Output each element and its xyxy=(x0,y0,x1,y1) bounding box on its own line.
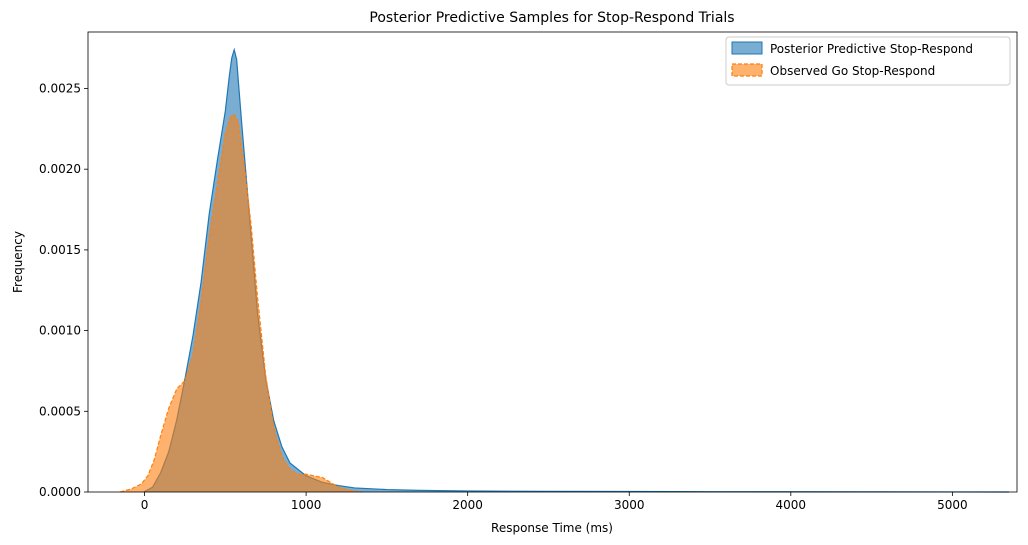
chart-title: Posterior Predictive Samples for Stop-Re… xyxy=(369,10,734,26)
legend: Posterior Predictive Stop-Respond Observ… xyxy=(725,36,1011,86)
x-tick-label: 1000 xyxy=(291,498,322,512)
x-tick-label: 4000 xyxy=(776,498,807,512)
y-axis-label: Frequency xyxy=(11,231,25,293)
x-tick-label: 0 xyxy=(141,498,149,512)
series-line-1 xyxy=(120,113,363,493)
y-tick-label: 0.0005 xyxy=(39,404,81,418)
x-tick-label: 2000 xyxy=(452,498,483,512)
legend-label-posterior: Posterior Predictive Stop-Respond xyxy=(770,42,973,56)
y-tick-label: 0.0000 xyxy=(39,485,81,499)
y-tick-label: 0.0010 xyxy=(39,324,81,338)
x-tick-label: 3000 xyxy=(614,498,645,512)
y-tick-label: 0.0020 xyxy=(39,162,81,176)
legend-swatch-posterior xyxy=(731,41,763,55)
legend-swatch-observed xyxy=(731,63,763,77)
legend-frame xyxy=(725,36,1011,86)
x-axis-ticks: 0 1000 2000 3000 4000 5000 xyxy=(141,492,968,512)
series-layer xyxy=(120,47,1009,493)
y-tick-label: 0.0015 xyxy=(39,243,81,257)
x-axis-label: Response Time (ms) xyxy=(491,521,613,535)
plot-frame xyxy=(87,31,1018,493)
legend-label-observed: Observed Go Stop-Respond xyxy=(770,64,935,78)
x-tick-label: 5000 xyxy=(937,498,968,512)
y-tick-label: 0.0025 xyxy=(39,81,81,95)
y-axis-ticks: 0.0000 0.0005 0.0010 0.0015 0.0020 0.0025 xyxy=(39,81,88,499)
series-area-1 xyxy=(120,114,363,492)
